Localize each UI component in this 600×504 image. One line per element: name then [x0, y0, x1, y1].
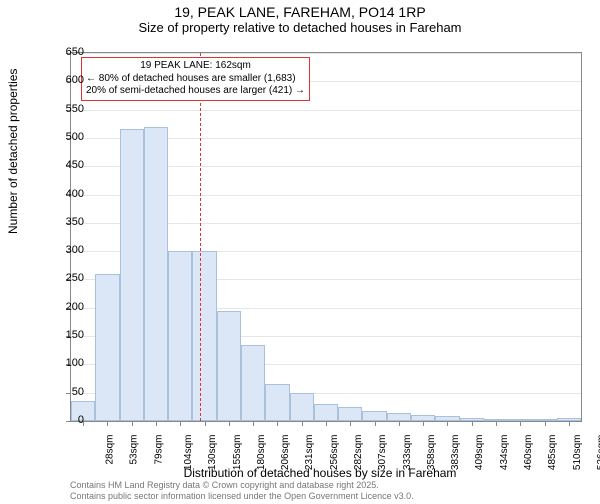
footer-line-1: Contains HM Land Registry data © Crown c…	[70, 480, 414, 491]
x-tick-mark	[447, 421, 448, 426]
reference-line	[200, 53, 201, 421]
x-tick-label: 333sqm	[402, 435, 413, 471]
x-tick-label: 231sqm	[305, 435, 316, 471]
x-tick-label: 282sqm	[353, 435, 364, 471]
x-tick-mark	[569, 421, 570, 426]
x-tick-mark	[375, 421, 376, 426]
y-tick-label: 300	[44, 244, 84, 256]
annotation-line-1: 19 PEAK LANE: 162sqm	[86, 60, 305, 73]
x-tick-label: 130sqm	[207, 435, 218, 471]
x-tick-label: 53sqm	[129, 435, 140, 465]
histogram-bar	[290, 393, 314, 421]
histogram-bar	[120, 129, 144, 421]
y-tick-label: 200	[44, 301, 84, 313]
histogram-bar	[192, 251, 216, 421]
gridline	[71, 110, 581, 111]
y-tick-label: 50	[44, 386, 84, 398]
x-tick-label: 358sqm	[426, 435, 437, 471]
histogram-bar	[241, 345, 265, 421]
x-tick-label: 510sqm	[572, 435, 583, 471]
y-tick-label: 150	[44, 329, 84, 341]
histogram-bar	[168, 251, 192, 421]
x-tick-label: 409sqm	[475, 435, 486, 471]
x-tick-mark	[180, 421, 181, 426]
x-tick-mark	[205, 421, 206, 426]
x-tick-label: 536sqm	[596, 435, 600, 471]
y-tick-label: 600	[44, 74, 84, 86]
y-tick-label: 250	[44, 272, 84, 284]
x-tick-mark	[229, 421, 230, 426]
x-tick-label: 307sqm	[377, 435, 388, 471]
y-tick-label: 400	[44, 188, 84, 200]
histogram-bar	[362, 411, 386, 421]
x-tick-label: 28sqm	[105, 435, 116, 465]
x-tick-mark	[545, 421, 546, 426]
y-tick-label: 450	[44, 159, 84, 171]
x-tick-mark	[350, 421, 351, 426]
x-tick-label: 460sqm	[523, 435, 534, 471]
chart-title: 19, PEAK LANE, FAREHAM, PO14 1RP	[0, 4, 600, 20]
x-tick-mark	[253, 421, 254, 426]
x-tick-label: 104sqm	[183, 435, 194, 471]
x-tick-label: 485sqm	[547, 435, 558, 471]
x-tick-label: 180sqm	[256, 435, 267, 471]
annotation-box: 19 PEAK LANE: 162sqm← 80% of detached ho…	[81, 57, 310, 101]
x-tick-mark	[399, 421, 400, 426]
y-tick-label: 550	[44, 103, 84, 115]
x-tick-label: 155sqm	[232, 435, 243, 471]
footer-line-2: Contains public sector information licen…	[70, 491, 414, 502]
histogram-bar	[95, 274, 119, 421]
x-tick-mark	[277, 421, 278, 426]
x-tick-label: 383sqm	[450, 435, 461, 471]
annotation-line-2: ← 80% of detached houses are smaller (1,…	[86, 73, 305, 86]
footer-attribution: Contains HM Land Registry data © Crown c…	[70, 480, 414, 502]
x-tick-mark	[423, 421, 424, 426]
y-tick-label: 100	[44, 357, 84, 369]
annotation-line-3: 20% of semi-detached houses are larger (…	[86, 85, 305, 98]
histogram-bar	[338, 407, 362, 421]
y-tick-label: 650	[44, 46, 84, 58]
histogram-bar	[265, 384, 289, 421]
plot-area: 28sqm53sqm79sqm104sqm130sqm155sqm180sqm2…	[70, 52, 582, 422]
x-tick-label: 434sqm	[499, 435, 510, 471]
x-tick-mark	[132, 421, 133, 426]
x-tick-mark	[107, 421, 108, 426]
histogram-bar	[314, 404, 338, 421]
histogram-bar	[217, 311, 241, 421]
y-tick-label: 350	[44, 216, 84, 228]
x-tick-label: 206sqm	[280, 435, 291, 471]
y-axis-label: Number of detached properties	[6, 69, 20, 234]
y-tick-label: 500	[44, 131, 84, 143]
x-tick-mark	[156, 421, 157, 426]
x-tick-mark	[520, 421, 521, 426]
chart-subtitle: Size of property relative to detached ho…	[0, 20, 600, 35]
gridline	[71, 53, 581, 54]
x-tick-mark	[496, 421, 497, 426]
y-tick-label: 0	[44, 414, 84, 426]
x-tick-label: 79sqm	[153, 435, 164, 465]
x-tick-label: 256sqm	[329, 435, 340, 471]
x-tick-mark	[472, 421, 473, 426]
x-axis-label: Distribution of detached houses by size …	[20, 466, 600, 480]
x-tick-mark	[326, 421, 327, 426]
histogram-bar	[387, 413, 411, 421]
x-tick-mark	[302, 421, 303, 426]
histogram-bar	[144, 127, 168, 421]
